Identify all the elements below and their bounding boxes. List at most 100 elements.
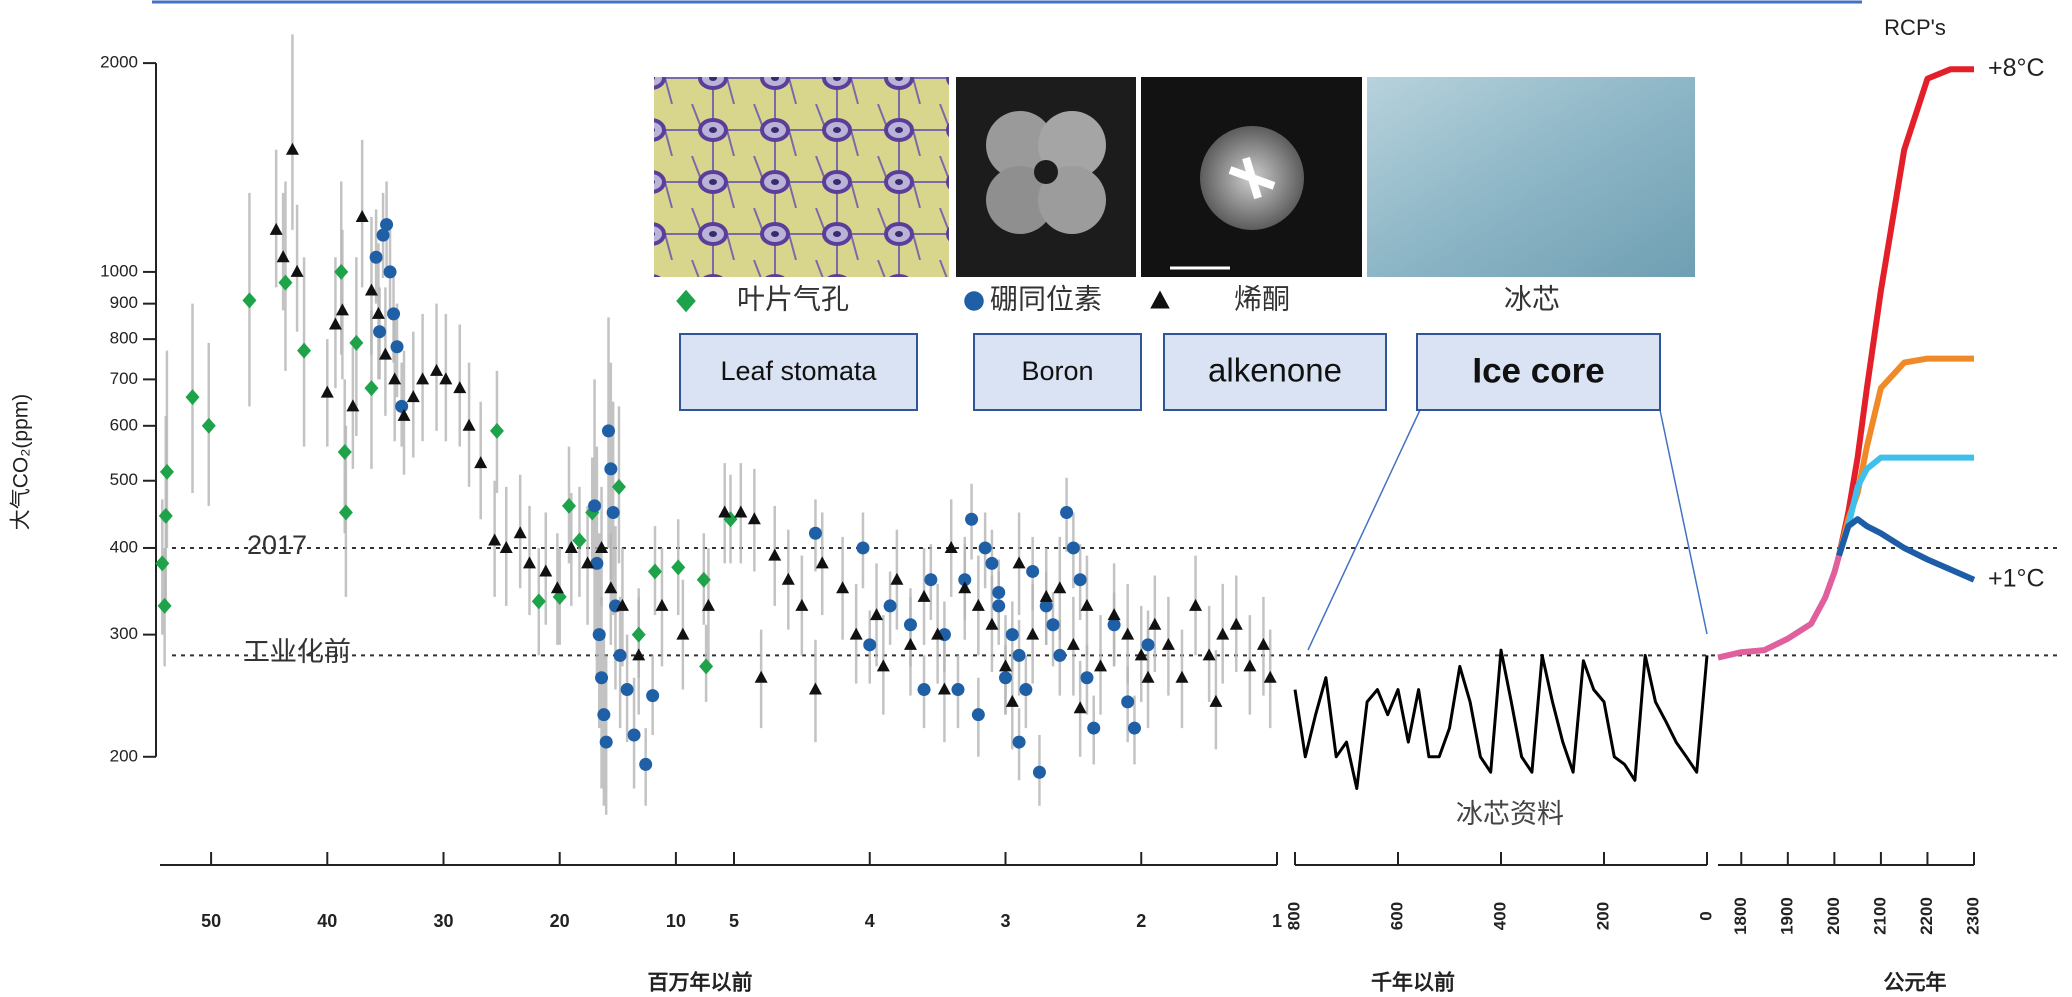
data-point	[999, 671, 1012, 685]
data-point	[595, 671, 609, 685]
x-tick-label: 600	[1387, 902, 1406, 930]
x-tick-label: 200	[1593, 902, 1612, 930]
data-point	[718, 505, 732, 518]
data-point	[416, 372, 430, 385]
data-point	[723, 511, 738, 528]
x-tick-label: 50	[201, 911, 221, 931]
x-tick-label: 20	[550, 911, 570, 931]
x-tick-label: 3	[1000, 911, 1010, 931]
data-point	[924, 573, 938, 587]
data-point	[1005, 628, 1019, 642]
x-tick-label: 2000	[1824, 897, 1843, 935]
data-point	[808, 526, 822, 540]
x-tick-label: 1	[1272, 911, 1282, 931]
data-point	[539, 564, 553, 577]
data-point	[951, 683, 965, 697]
data-point	[439, 372, 453, 385]
reference-label: 2017	[247, 530, 307, 560]
y-tick-label: 2000	[100, 53, 138, 72]
data-point	[1229, 617, 1243, 630]
data-line	[1836, 516, 1976, 583]
data-point	[1087, 721, 1101, 735]
data-point	[597, 708, 611, 722]
legend-marker	[964, 291, 984, 311]
data-point	[856, 541, 870, 555]
data-point	[965, 512, 979, 526]
data-point	[355, 209, 369, 222]
x-tick-label: 30	[433, 911, 453, 931]
data-point	[1053, 648, 1067, 662]
data-point	[849, 627, 863, 640]
data-point	[276, 250, 290, 263]
data-point	[1256, 637, 1270, 650]
data-point	[655, 598, 669, 611]
data-point	[1202, 648, 1216, 661]
data-point	[1141, 638, 1155, 652]
x-axis-label: 公元年	[1884, 971, 1947, 995]
legend-label: 烯酮	[1234, 283, 1290, 314]
data-point	[646, 689, 660, 703]
data-point	[371, 306, 385, 319]
data-point	[985, 617, 999, 630]
data-line	[1293, 648, 1709, 790]
data-point	[808, 682, 822, 695]
error-bars	[739, 463, 1272, 806]
data-point	[937, 682, 951, 695]
x-tick-label: 1800	[1731, 897, 1750, 935]
data-point	[397, 408, 411, 421]
data-point	[604, 581, 618, 594]
x-axis-label: 百万年以前	[648, 971, 753, 995]
y-tick-label: 800	[110, 329, 138, 348]
data-point	[1005, 694, 1019, 707]
data-point	[158, 507, 173, 524]
data-point	[430, 363, 444, 376]
data-point	[671, 559, 686, 576]
data-point	[747, 512, 761, 525]
data-point	[978, 541, 992, 555]
data-point	[1121, 627, 1135, 640]
data-point	[364, 380, 379, 397]
data-point	[1243, 659, 1257, 672]
y-tick-label: 900	[110, 293, 138, 312]
data-point	[349, 334, 364, 351]
data-point	[595, 540, 609, 553]
data-point	[734, 505, 748, 518]
data-point	[201, 417, 216, 434]
data-point	[585, 504, 600, 521]
data-point	[611, 478, 626, 495]
data-point	[604, 462, 618, 476]
data-point	[1066, 637, 1080, 650]
data-point	[1012, 556, 1026, 569]
data-point	[590, 556, 604, 570]
data-point	[1134, 648, 1148, 661]
legend-label-en: Leaf stomata	[720, 356, 877, 386]
data-point	[1080, 671, 1094, 685]
data-point	[285, 142, 299, 155]
data-point	[531, 593, 546, 610]
data-point	[1121, 695, 1135, 709]
data-point	[1026, 564, 1040, 578]
data-point	[1039, 589, 1053, 602]
data-point	[971, 598, 985, 611]
data-point	[1073, 573, 1087, 587]
data-point	[1161, 637, 1175, 650]
data-point	[395, 399, 409, 413]
data-point	[1189, 598, 1203, 611]
data-point	[1263, 670, 1277, 683]
y-tick-label: 200	[110, 746, 138, 765]
data-point	[328, 317, 342, 330]
data-point	[1073, 701, 1087, 714]
legend-box	[973, 333, 1142, 411]
x-tick-label: 40	[317, 911, 337, 931]
data-point	[564, 540, 578, 553]
data-point	[1107, 618, 1121, 632]
data-point	[390, 340, 404, 354]
data-point	[1209, 694, 1223, 707]
data-point	[1175, 670, 1189, 683]
data-point	[588, 499, 602, 513]
legend-label: 叶片气孔	[737, 283, 849, 314]
data-point	[606, 505, 620, 519]
data-point	[522, 556, 536, 569]
data-point	[388, 372, 402, 385]
